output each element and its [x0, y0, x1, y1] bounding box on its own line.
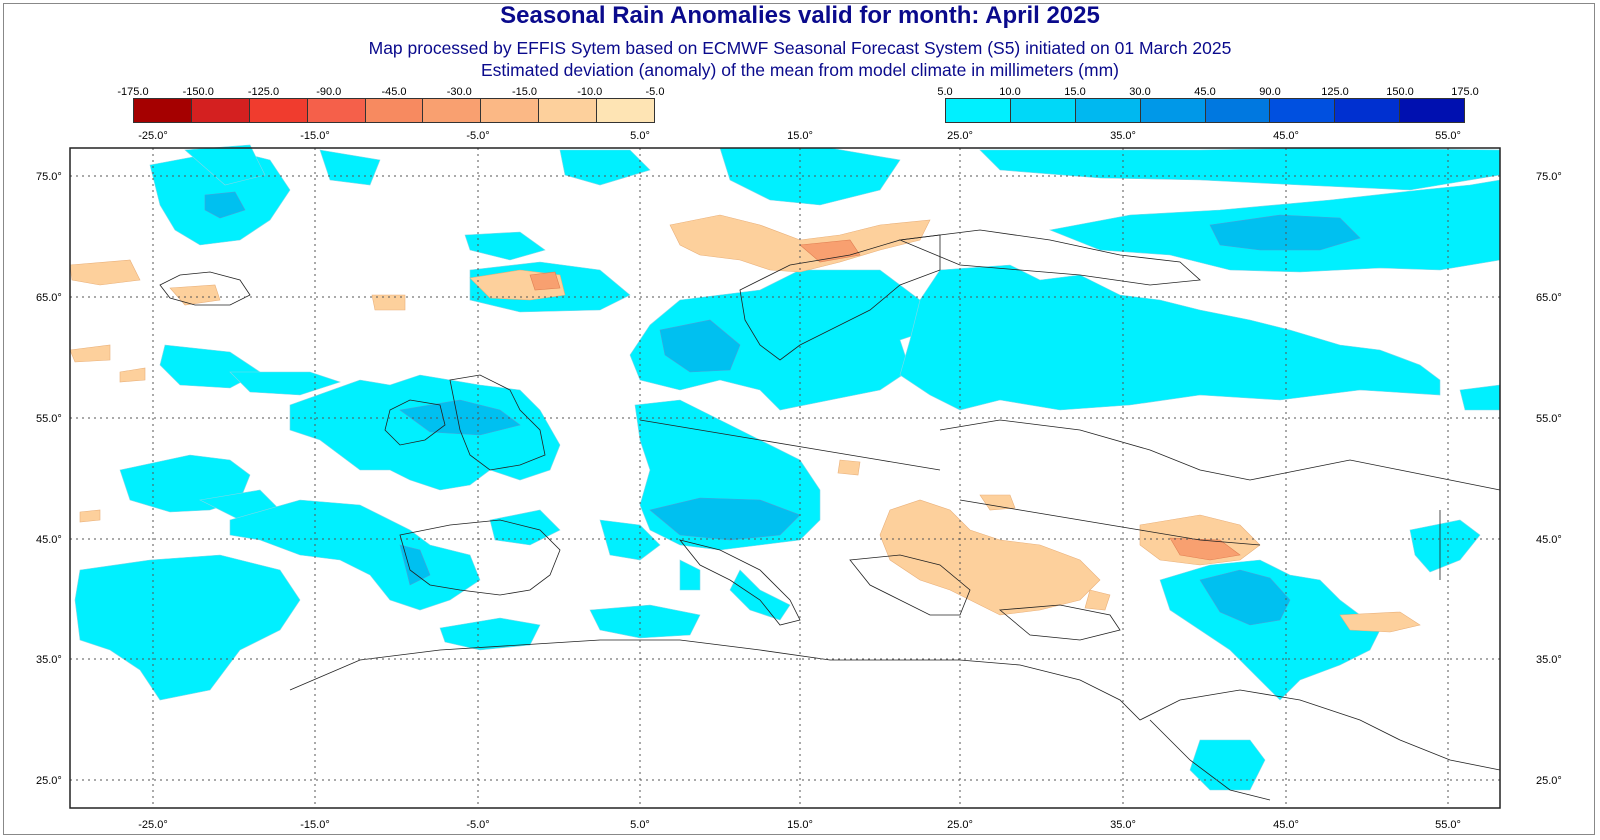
top-lon-label: -25.0° — [138, 130, 168, 142]
colorbar-tick-label: 90.0 — [1259, 86, 1281, 98]
colorbar-swatch — [423, 99, 482, 122]
coastlines — [159, 229, 1501, 801]
lat-label: 35.0° — [36, 654, 62, 666]
colorbar-positive — [945, 98, 1465, 123]
top-lon-label: 35.0° — [1110, 130, 1136, 142]
colorbar-swatch — [307, 99, 366, 122]
lat-label: 55.0° — [36, 413, 62, 425]
lat-label: 35.0° — [1536, 654, 1562, 666]
colorbar-swatch — [191, 99, 250, 122]
map-border — [69, 147, 1501, 809]
colorbar-swatch — [365, 99, 424, 122]
graticule — [70, 148, 1500, 808]
lat-label: 25.0° — [36, 775, 62, 787]
colorbar-tick-label: 150.0 — [1386, 86, 1414, 98]
colorbar-tick-label: -125.0 — [247, 86, 280, 98]
bottom-lon-label: -15.0° — [300, 819, 329, 831]
latitude-labels: 75.0° 75.0° 65.0° 65.0° 55.0° 55.0° 45.0° 45.0°… — [36, 171, 1562, 787]
bottom-lon-label: 5.0° — [630, 819, 650, 831]
bottom-lon-label: -25.0° — [138, 819, 167, 831]
colorbar-swatch — [1205, 99, 1271, 122]
colorbar-tick-label: 45.0 — [1194, 86, 1216, 98]
lat-label: 75.0° — [1536, 171, 1562, 183]
bottom-lon-label: 55.0° — [1435, 819, 1461, 831]
top-lon-label: 15.0° — [787, 130, 813, 142]
bottom-longitude-labels: -25.0° -15.0° -5.0° 5.0° 15.0° 25.0° 35.0° 45.0… — [138, 819, 1461, 831]
colorbar-swatch — [597, 99, 655, 122]
colorbar-swatch — [1335, 99, 1401, 122]
colorbar-swatch — [539, 99, 598, 122]
colorbar-tick-label: -15.0 — [511, 86, 538, 98]
top-lon-label: 5.0° — [630, 130, 650, 142]
top-lon-label: 25.0° — [947, 130, 973, 142]
map-title: Seasonal Rain Anomalies valid for month:… — [500, 2, 1100, 29]
colorbar-tick-label: 5.0 — [937, 86, 953, 98]
colorbar-tick-label: 175.0 — [1451, 86, 1479, 98]
top-lon-label: 45.0° — [1273, 130, 1299, 142]
colorbar-swatch — [481, 99, 540, 122]
colorbar-tick-label: 125.0 — [1321, 86, 1349, 98]
colorbar-tick-label: -175.0 — [117, 86, 149, 98]
wet-anomaly-areas — [74, 144, 1501, 791]
map-subtitle-units: Estimated deviation (anomaly) of the mea… — [481, 60, 1119, 80]
lat-label: 55.0° — [1536, 413, 1562, 425]
lat-label: 65.0° — [36, 292, 62, 304]
lat-label: 75.0° — [36, 171, 62, 183]
colorbar-swatch — [946, 99, 1011, 122]
top-lon-label: 55.0° — [1435, 130, 1461, 142]
colorbar-swatch — [1140, 99, 1206, 122]
lat-label: 25.0° — [1536, 775, 1562, 787]
bottom-lon-label: 35.0° — [1110, 819, 1136, 831]
colorbar-tick-label: -10.0 — [577, 86, 603, 98]
bottom-lon-label: 15.0° — [787, 819, 813, 831]
colorbar-swatch — [249, 99, 308, 122]
lat-label: 65.0° — [1536, 292, 1562, 304]
colorbar-tick-label: 30.0 — [1129, 86, 1151, 98]
colorbar-tick-label: -150.0 — [182, 86, 214, 98]
lat-label: 45.0° — [1536, 534, 1562, 546]
colorbar-tick-label: -90.0 — [316, 86, 342, 98]
dry-anomaly-cores — [529, 239, 1241, 561]
colorbar-swatch — [1270, 99, 1336, 122]
colorbar-tick-label: -5.0 — [645, 86, 665, 98]
bottom-lon-label: 45.0° — [1273, 819, 1299, 831]
map-subtitle-source: Map processed by EFFIS Sytem based on EC… — [368, 38, 1232, 58]
colorbar-negative — [133, 98, 655, 123]
colorbar-swatch — [134, 99, 192, 122]
colorbar-swatch — [1010, 99, 1076, 122]
lat-label: 45.0° — [36, 534, 62, 546]
bottom-lon-label: -5.0° — [466, 819, 489, 831]
outer-frame — [3, 3, 1595, 835]
top-lon-label: -5.0° — [466, 130, 490, 142]
colorbar-tick-label: 15.0 — [1064, 86, 1086, 98]
bottom-lon-label: 25.0° — [947, 819, 973, 831]
colorbar-tick-label: 10.0 — [999, 86, 1021, 98]
colorbar-swatch — [1400, 99, 1464, 122]
colorbar-tick-label: -45.0 — [381, 86, 407, 98]
colorbar-tick-label: -30.0 — [446, 86, 472, 98]
wet-anomaly-cores — [204, 191, 1361, 626]
colorbar-swatch — [1075, 99, 1141, 122]
top-lon-label: -15.0° — [300, 130, 330, 142]
